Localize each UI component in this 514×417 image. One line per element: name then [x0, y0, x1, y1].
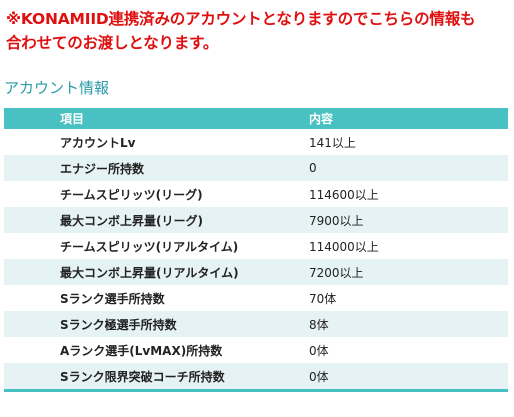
row-content: 0体: [309, 337, 508, 363]
header-item: 項目: [4, 108, 309, 129]
row-content: 7900以上: [309, 207, 508, 233]
row-content: 7200以上: [309, 259, 508, 285]
notice-line-1: ※KONAMIID連携済みのアカウントとなりますのでこちらの情報も: [6, 10, 476, 28]
section-title: アカウント情報: [4, 79, 110, 97]
row-content: 0: [309, 155, 508, 181]
row-item: Aランク選手(LvMAX)所持数: [4, 337, 309, 363]
notice-text: ※KONAMIID連携済みのアカウントとなりますのでこちらの情報も 合わせてのお…: [6, 7, 512, 55]
header-content: 内容: [309, 108, 508, 129]
row-item: エナジー所持数: [4, 155, 309, 181]
row-item: チームスピリッツ(リーグ): [4, 181, 309, 207]
row-item: Sランク限界突破コーチ所持数: [4, 363, 309, 391]
table-row: エナジー所持数 0: [4, 155, 508, 181]
table-row: Sランク限界突破コーチ所持数 0体: [4, 363, 508, 391]
table-row: 最大コンボ上昇量(リーグ) 7900以上: [4, 207, 508, 233]
table-row: チームスピリッツ(リアルタイム) 114000以上: [4, 233, 508, 259]
row-content: 70体: [309, 285, 508, 311]
row-content: 114000以上: [309, 233, 508, 259]
row-content: 0体: [309, 363, 508, 391]
table-row: Sランク極選手所持数 8体: [4, 311, 508, 337]
row-content: 8体: [309, 311, 508, 337]
row-content: 114600以上: [309, 181, 508, 207]
table-row: Aランク選手(LvMAX)所持数 0体: [4, 337, 508, 363]
row-item: Sランク選手所持数: [4, 285, 309, 311]
table-row: Sランク選手所持数 70体: [4, 285, 508, 311]
row-item: アカウントLv: [4, 129, 309, 155]
row-item: 最大コンボ上昇量(リアルタイム): [4, 259, 309, 285]
table-row: 最大コンボ上昇量(リアルタイム) 7200以上: [4, 259, 508, 285]
row-item: 最大コンボ上昇量(リーグ): [4, 207, 309, 233]
table-row: アカウントLv 141以上: [4, 129, 508, 155]
table-header-row: 項目 内容: [4, 108, 508, 129]
account-info-table: 項目 内容 アカウントLv 141以上 エナジー所持数 0 チームスピリッツ(リ…: [4, 108, 508, 392]
notice-line-2: 合わせてのお渡しとなります。: [6, 34, 219, 52]
row-content: 141以上: [309, 129, 508, 155]
row-item: Sランク極選手所持数: [4, 311, 309, 337]
table-row: チームスピリッツ(リーグ) 114600以上: [4, 181, 508, 207]
row-item: チームスピリッツ(リアルタイム): [4, 233, 309, 259]
